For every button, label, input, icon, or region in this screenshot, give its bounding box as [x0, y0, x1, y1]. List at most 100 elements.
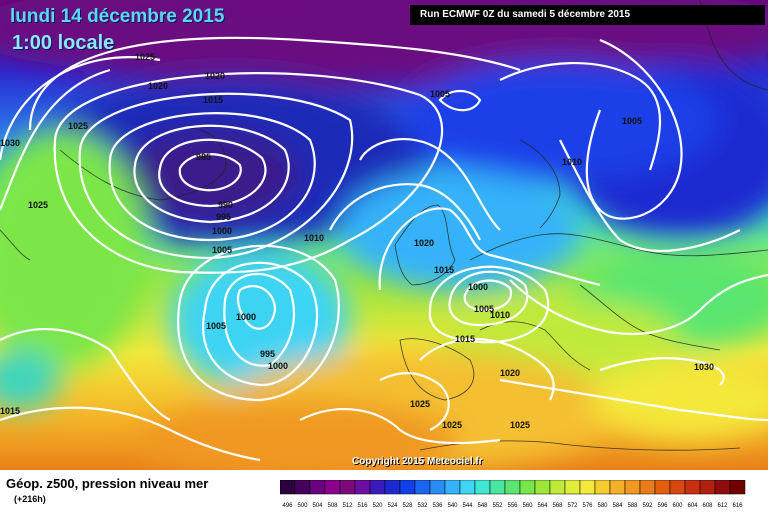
color-scale-tick-label: 536 [432, 503, 443, 509]
isobar-label: 985 [196, 152, 211, 162]
color-swatch [280, 480, 296, 495]
isobar-label: 1005 [206, 321, 226, 331]
isobar-label: 1000 [212, 226, 232, 236]
color-scale-tick-label: 564 [537, 503, 548, 509]
isobar-label: 1010 [562, 157, 582, 167]
color-scale-tick-label: 496 [282, 503, 293, 509]
color-scale-tick-label: 600 [672, 503, 683, 509]
isobar-label: 1030 [694, 362, 714, 372]
isobars [0, 36, 768, 462]
color-scale-tick-label: 560 [522, 503, 533, 509]
forecast-step: (+216h) [14, 494, 46, 504]
isobar-label: 1025 [442, 420, 462, 430]
color-swatch [714, 480, 731, 495]
color-scale-tick-label: 500 [297, 503, 308, 509]
color-swatch [429, 480, 446, 495]
color-swatch [489, 480, 506, 495]
color-scale-tick-label: 576 [582, 503, 593, 509]
color-swatch [639, 480, 656, 495]
color-swatch [684, 480, 701, 495]
isobar-label: 1015 [203, 95, 223, 105]
color-scale-tick-label: 528 [402, 503, 413, 509]
color-scale-tick-label: 608 [702, 503, 713, 509]
isobar-label: 1005 [430, 89, 450, 99]
isobar-label: 1025 [135, 52, 155, 62]
color-swatch [504, 480, 521, 495]
color-swatch [564, 480, 581, 495]
color-swatch [474, 480, 491, 495]
color-swatch [669, 480, 686, 495]
isobar-label: 1015 [455, 334, 475, 344]
color-scale-tick-label: 580 [597, 503, 608, 509]
color-swatch [549, 480, 566, 495]
color-scale-tick-label: 516 [357, 503, 368, 509]
color-scale-tick-label: 552 [492, 503, 503, 509]
forecast-date: lundi 14 décembre 2015 [10, 6, 225, 27]
isobar-label: 995 [216, 212, 231, 222]
geopotential-field [0, 0, 768, 470]
color-scale-tick-label: 556 [507, 503, 518, 509]
color-swatch [609, 480, 626, 495]
isobar-label: 1030 [0, 138, 20, 148]
color-swatch [369, 480, 386, 495]
isobar-label: 1025 [68, 121, 88, 131]
isobar-label: 1025 [410, 399, 430, 409]
isobar-label: 1020 [205, 71, 225, 81]
color-swatch [399, 480, 416, 495]
color-swatch [324, 480, 341, 495]
isobar-label: 1025 [510, 420, 530, 430]
color-scale-tick-label: 532 [417, 503, 428, 509]
color-swatch [294, 480, 311, 495]
color-swatch [339, 480, 356, 495]
color-swatch [534, 480, 551, 495]
color-scale-tick-label: 584 [612, 503, 623, 509]
isobar-label: 1000 [236, 312, 256, 322]
forecast-time: 1:00 locale [12, 32, 115, 54]
color-swatch [444, 480, 461, 495]
isobar-label: 1020 [500, 368, 520, 378]
color-scale-tick-label: 568 [552, 503, 563, 509]
color-scale-tick-label: 512 [342, 503, 353, 509]
color-swatch [729, 480, 746, 495]
color-swatch [309, 480, 326, 495]
isobar-label: 1025 [28, 200, 48, 210]
isobar-label: 1005 [212, 245, 232, 255]
color-swatch [699, 480, 716, 495]
color-scale-tick-label: 604 [687, 503, 698, 509]
color-scale-tick-label: 572 [567, 503, 578, 509]
color-scale-tick-label: 544 [462, 503, 473, 509]
color-scale-tick-label: 504 [312, 503, 323, 509]
isobar-label: 995 [260, 349, 275, 359]
isobar-label: 1005 [474, 304, 494, 314]
isobar-label: 1015 [0, 406, 20, 416]
color-scale-tick-label: 524 [387, 503, 398, 509]
color-scale-tick-label: 616 [732, 503, 743, 509]
isobar-label: 1020 [414, 238, 434, 248]
color-swatch [384, 480, 401, 495]
isobar-label: 1000 [468, 282, 488, 292]
color-swatch [624, 480, 641, 495]
color-swatch [594, 480, 611, 495]
color-scale-tick-label: 588 [627, 503, 638, 509]
color-swatch [519, 480, 536, 495]
isobar-label: 1015 [434, 265, 454, 275]
color-scale-tick-label: 540 [447, 503, 458, 509]
run-info-banner: Run ECMWF 0Z du samedi 5 décembre 2015 [410, 5, 765, 25]
color-scale-tick-label: 520 [372, 503, 383, 509]
legend-title: Géop. z500, pression niveau mer [6, 476, 209, 491]
color-scale-tick-label: 508 [327, 503, 338, 509]
isobar-label: 1005 [622, 116, 642, 126]
color-scale-tick-label: 596 [657, 503, 668, 509]
copyright-text: Copyright 2015 Meteociel.fr [352, 456, 483, 467]
color-swatch [414, 480, 431, 495]
color-swatch [459, 480, 476, 495]
isobar-label: 1020 [148, 81, 168, 91]
color-swatch [579, 480, 596, 495]
isobar-label: 1010 [490, 310, 510, 320]
isobar-label: 990 [218, 200, 233, 210]
color-scale-tick-label: 548 [477, 503, 488, 509]
color-swatch [354, 480, 371, 495]
